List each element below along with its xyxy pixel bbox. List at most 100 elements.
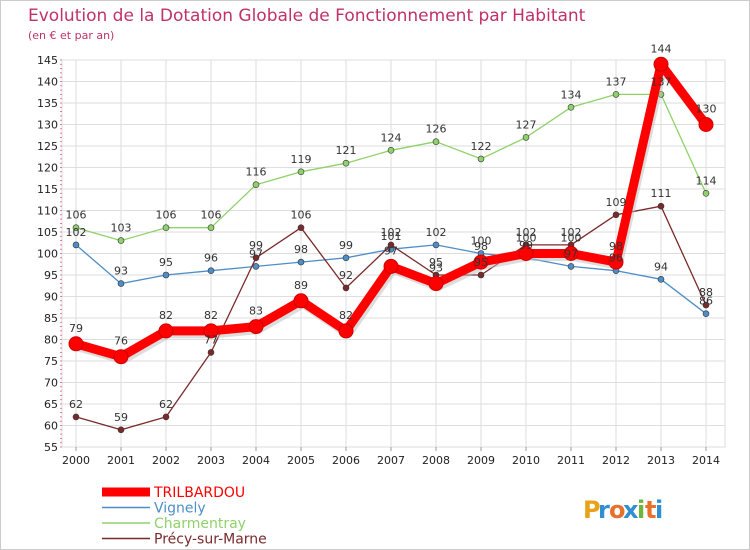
data-label: 137 — [606, 75, 627, 88]
data-label: 62 — [69, 398, 83, 411]
y-tick-label: 70 — [44, 377, 58, 390]
data-point — [72, 413, 80, 421]
data-label: 100 — [471, 235, 492, 248]
data-label: 121 — [336, 144, 357, 157]
data-label: 95 — [474, 256, 488, 269]
proxiti-logo: Pr oxi ti — [583, 496, 663, 524]
logo-letter: t — [645, 496, 656, 524]
data-point — [342, 159, 350, 167]
data-point — [113, 349, 129, 365]
legend-label: Charmentray — [154, 516, 246, 532]
data-label: 116 — [246, 166, 267, 179]
data-point — [702, 301, 710, 309]
y-tick-label: 95 — [44, 269, 58, 282]
data-point — [117, 237, 125, 244]
data-label: 93 — [429, 262, 443, 275]
data-point — [432, 241, 440, 249]
data-label: 102 — [561, 226, 582, 239]
data-label: 89 — [294, 279, 308, 292]
data-label: 102 — [381, 226, 402, 239]
y-tick-label: 90 — [44, 291, 58, 304]
data-label: 106 — [66, 209, 87, 222]
x-tick-label: 2006 — [332, 454, 360, 467]
x-tick-label: 2014 — [692, 454, 720, 467]
data-label: 82 — [339, 309, 353, 322]
y-tick-label: 135 — [37, 97, 58, 110]
y-tick-label: 145 — [37, 54, 58, 67]
data-point — [608, 254, 624, 270]
y-tick-label: 125 — [37, 140, 58, 153]
data-label: 88 — [699, 286, 713, 299]
data-point — [297, 168, 305, 176]
data-point — [162, 413, 170, 421]
data-label: 134 — [561, 88, 582, 101]
data-point — [207, 267, 215, 275]
data-point — [203, 323, 219, 339]
data-label: 82 — [159, 309, 173, 322]
data-label: 99 — [339, 239, 353, 252]
data-point — [428, 276, 444, 292]
y-tick-label: 65 — [44, 398, 58, 411]
data-point — [657, 202, 665, 210]
data-label: 102 — [516, 226, 537, 239]
data-label: 96 — [609, 252, 623, 265]
x-tick-label: 2007 — [377, 454, 405, 467]
data-label: 99 — [519, 239, 533, 252]
y-tick-label: 55 — [44, 441, 58, 454]
data-label: 122 — [471, 140, 492, 153]
data-label: 93 — [114, 265, 128, 278]
data-point — [338, 323, 354, 339]
data-label: 101 — [381, 230, 402, 243]
data-point — [702, 310, 710, 318]
data-label: 119 — [291, 153, 312, 166]
data-label: 111 — [651, 187, 672, 200]
chart-title: Evolution de la Dotation Globale de Fonc… — [28, 6, 586, 26]
data-point — [567, 104, 575, 111]
data-point — [207, 349, 215, 356]
y-tick-label: 80 — [44, 334, 58, 347]
data-point — [342, 254, 350, 262]
data-label: 92 — [339, 269, 353, 282]
y-tick-label: 140 — [37, 76, 58, 89]
y-tick-label: 60 — [44, 420, 58, 433]
y-tick-label: 75 — [44, 355, 58, 368]
data-point — [612, 91, 620, 98]
data-label: 76 — [114, 335, 128, 348]
data-point — [207, 224, 215, 231]
data-point — [293, 293, 309, 309]
data-point — [158, 323, 174, 339]
x-tick-label: 2001 — [107, 454, 135, 467]
legend: TRILBARDOUVignelyCharmentrayPrécy-sur-Ma… — [102, 485, 267, 548]
data-label: 100 — [561, 232, 582, 245]
x-tick-label: 2003 — [197, 454, 225, 467]
data-point — [387, 241, 395, 249]
data-label: 98 — [474, 240, 488, 253]
logo-letter: o — [609, 496, 626, 524]
y-tick-label: 120 — [37, 162, 58, 175]
data-point — [342, 284, 350, 292]
data-point — [477, 271, 485, 279]
data-label: 127 — [516, 118, 537, 131]
data-label: 97 — [564, 247, 578, 260]
data-point — [252, 254, 260, 262]
data-label: 102 — [426, 226, 447, 239]
data-label: 95 — [429, 256, 443, 269]
legend-label: Vignely — [154, 501, 206, 517]
axes: 55 60 65 70 75 80 85 90 95 100 105 110 115 120 125 130 1… — [37, 54, 720, 467]
data-label: 83 — [249, 305, 263, 318]
data-label: 97 — [384, 244, 398, 257]
chart-subtitle: (en € et par an) — [28, 29, 114, 42]
data-label: 130 — [696, 103, 717, 116]
data-point — [72, 224, 80, 231]
data-point — [477, 155, 485, 163]
legend-label: Précy-sur-Marne — [154, 532, 267, 548]
data-label: 96 — [204, 252, 218, 265]
data-point — [162, 224, 170, 231]
x-tick-label: 2000 — [62, 454, 90, 467]
data-label: 82 — [204, 309, 218, 322]
y-tick-label: 85 — [44, 312, 58, 325]
data-point — [473, 254, 489, 270]
